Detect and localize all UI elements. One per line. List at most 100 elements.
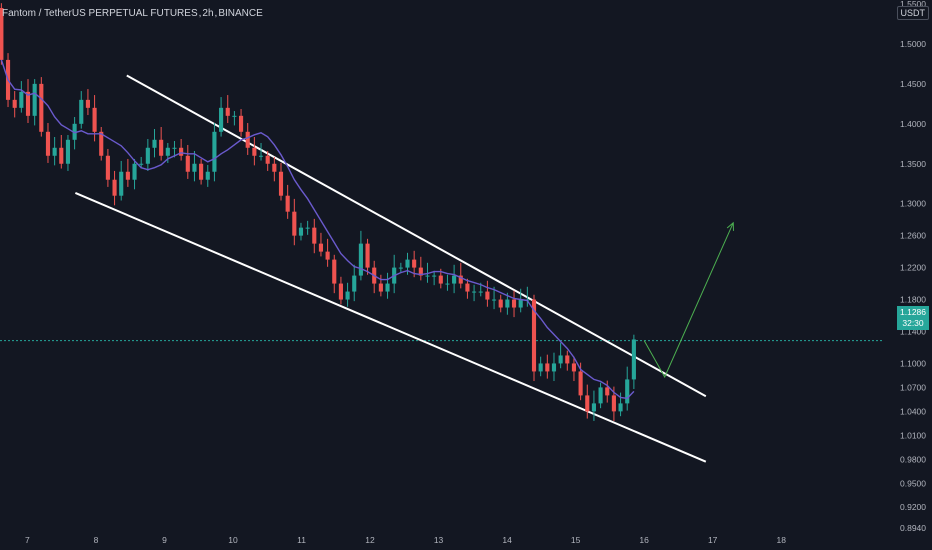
candle-body [318,243,324,252]
candle-body [352,275,357,292]
candle-body [32,83,37,116]
candle-body [59,147,64,164]
candle-body [332,259,337,284]
candle-body [378,283,383,292]
candle-body [412,259,417,268]
x-tick-label: 10 [228,535,238,545]
x-tick-label: 13 [434,535,444,545]
candle-body [185,155,190,172]
candle-body [465,283,470,292]
x-tick-label: 15 [571,535,581,545]
candle-body [232,115,237,117]
candle-body [172,147,177,149]
candle-body [425,275,430,277]
candle-body [511,299,517,308]
candle-body [625,379,630,404]
channel-upper-line [126,74,707,398]
candle-body [125,171,130,180]
x-tick-label: 16 [639,535,649,545]
candle-body [385,283,390,292]
y-tick-label: 1.1400 [900,326,926,336]
x-tick-label: 11 [297,535,306,545]
y-tick-label: 1.3000 [900,199,926,209]
y-tick-label: 1.2200 [900,263,926,273]
candle-body [565,355,570,364]
y-tick-label: 1.4000 [900,119,926,129]
candle-body [398,267,403,269]
candle-body [72,123,77,140]
candle-body [591,403,596,412]
y-tick-label: 1.0400 [900,406,926,416]
candle-body [518,299,523,308]
y-tick-label: 1.0700 [900,382,926,392]
candle-body [452,275,457,284]
candle-body [418,267,423,276]
currency-badge[interactable]: USDT [896,6,929,20]
candle-body [365,243,370,268]
candle-body [505,299,510,308]
time-axis: 7 8 9 10 11 12 13 14 15 16 17 18 [25,535,786,545]
candle-body [618,403,623,412]
candle-body [132,163,137,180]
candle-body [485,291,490,300]
candle-body [278,171,284,196]
candle-body [145,147,150,164]
candle-body [438,275,443,284]
candle-body [0,7,4,60]
candle-body [212,131,217,172]
exchange: BINANCE [218,8,263,19]
candle-body [358,243,363,276]
y-tick-label: 1.1800 [900,295,926,305]
candle-body [538,363,543,372]
candle-body [611,395,616,412]
candle-body [12,99,17,108]
y-tick-label: 1.0100 [900,430,926,440]
x-tick-label: 14 [502,535,512,545]
candle-body [491,299,497,301]
y-tick-label: 1.2600 [900,231,926,241]
price-axis: 1.5500 1.5000 1.4500 1.4000 1.3500 1.3000 1.26… [900,0,926,533]
y-tick-label: 1.5500 [900,0,926,9]
candle-body [225,107,230,116]
projection-path [643,222,734,379]
projection-arrowhead [726,221,734,231]
x-tick-label: 8 [94,535,99,545]
candle-body [558,355,563,364]
candle-body [152,139,157,148]
y-tick-label: 1.5000 [900,39,926,49]
candle-body [79,99,84,124]
candle-body [338,283,343,300]
candle-body [159,139,164,156]
chart-title: Fantom / TetherUS PERPETUAL FUTURES,2h,B… [2,8,263,19]
interval: 2h [202,8,214,19]
candle-body [531,299,537,372]
candle-body [478,291,483,293]
candle-body [498,299,503,308]
candle-body [585,395,590,412]
candle-body [52,147,57,156]
y-tick-label: 1.1000 [900,358,926,368]
x-tick-label: 18 [776,535,786,545]
candle-body [605,387,610,396]
symbol-name: Fantom / TetherUS PERPETUAL FUTURES [2,8,198,19]
last-price-value: 1.1286 [900,307,926,317]
candle-body [545,363,550,372]
candle-body [192,163,197,172]
candle-body [571,363,577,372]
candle-body [292,211,297,236]
candle-body [45,131,51,156]
candle-body [245,131,250,148]
candle-body [312,227,317,244]
y-tick-label: 0.9500 [900,478,926,488]
y-tick-label: 0.9800 [900,454,926,464]
descending-channel [74,74,707,463]
candle-body [92,107,97,132]
candle-body [578,371,583,396]
candle-body [199,163,204,180]
y-tick-label: 0.8940 [900,523,926,533]
candles [0,3,636,421]
moving-average-line [0,59,635,400]
channel-lower-line [74,191,707,463]
candle-body [285,195,290,212]
